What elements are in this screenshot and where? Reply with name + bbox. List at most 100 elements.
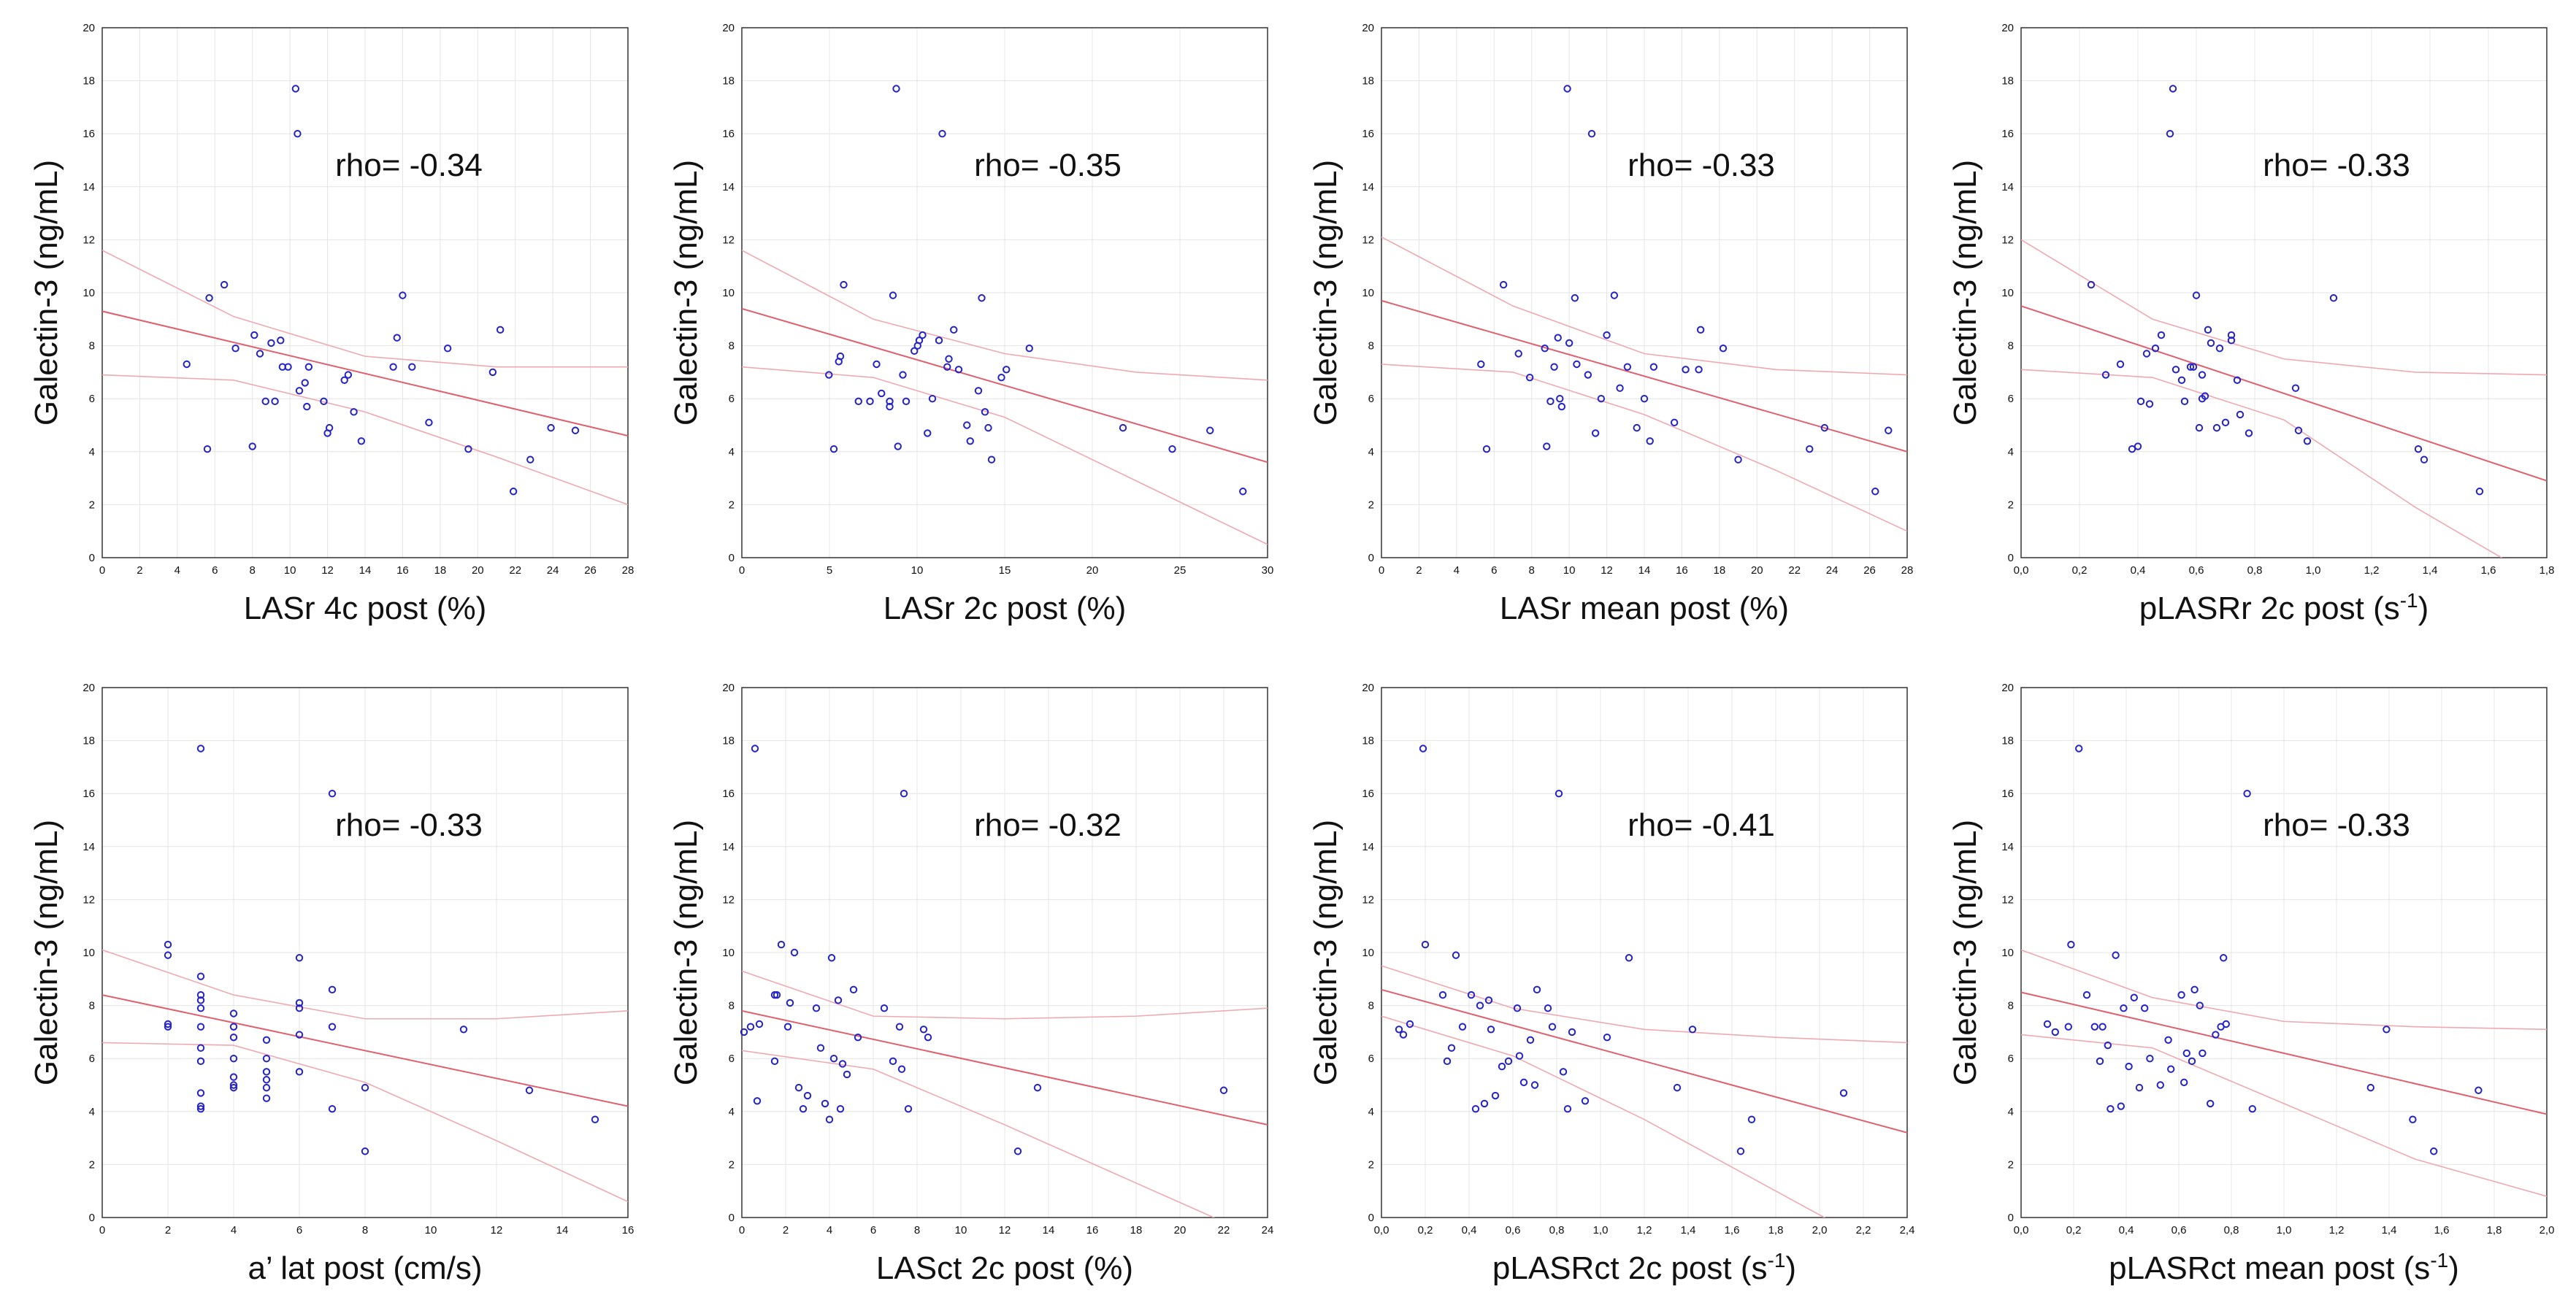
data-point [203, 445, 212, 453]
x-tick-label: 25 [1174, 564, 1187, 577]
data-point [873, 360, 881, 369]
data-point [889, 1057, 897, 1066]
x-tick-label: 6 [870, 1224, 876, 1236]
data-point [1515, 1052, 1524, 1060]
data-point [425, 418, 433, 427]
data-point [895, 1023, 904, 1031]
x-tick-label: 0,6 [2171, 1224, 2187, 1236]
confidence-band-lower [742, 366, 1268, 545]
y-tick-label: 16 [722, 788, 735, 800]
data-point [196, 1023, 205, 1031]
y-tick-label: 14 [2001, 841, 2014, 853]
x-tick-label: 0,0 [2014, 1224, 2029, 1236]
data-point [1839, 1089, 1848, 1097]
data-point [2125, 1062, 2133, 1071]
x-tick-label: 6 [296, 1224, 302, 1236]
data-point [2414, 445, 2423, 453]
x-tick-label: 14 [556, 1224, 569, 1236]
plot-frame [1381, 687, 1908, 1218]
y-tick-label: 14 [2001, 181, 2014, 193]
data-point [1003, 366, 1011, 374]
data-point [2291, 384, 2300, 392]
x-axis-label: pLASRct 2c post (s-1) [1492, 1249, 1796, 1286]
data-point [220, 280, 229, 289]
data-point [2145, 400, 2154, 408]
data-point [1013, 1147, 1022, 1155]
y-tick-label: 12 [1362, 234, 1374, 246]
x-tick-label: 8 [914, 1224, 920, 1236]
data-point [902, 397, 911, 406]
data-point [1688, 1026, 1697, 1034]
data-point [1399, 1031, 1408, 1039]
data-point [854, 397, 862, 406]
data-point [1871, 488, 1879, 496]
data-point [2067, 940, 2075, 949]
plot-frame [2020, 687, 2548, 1218]
data-point [196, 991, 205, 999]
plot-frame [101, 687, 629, 1218]
data-point [261, 397, 269, 406]
data-point [196, 1057, 205, 1066]
data-point [1563, 1104, 1572, 1113]
data-point [262, 1094, 271, 1102]
data-point [2236, 410, 2245, 419]
x-tick-label: 18 [1130, 1224, 1143, 1236]
data-point [229, 1083, 238, 1092]
data-point [196, 1104, 205, 1113]
data-point [1219, 1086, 1228, 1094]
data-point [987, 455, 996, 464]
data-point [408, 363, 416, 371]
regression-line [2021, 305, 2547, 482]
data-point [751, 745, 759, 753]
y-tick-label: 4 [89, 446, 95, 458]
data-point [2167, 1065, 2175, 1073]
x-tick-label: 26 [1863, 564, 1876, 577]
data-point [2245, 429, 2253, 437]
y-tick-label: 8 [1368, 1000, 1374, 1012]
data-point [2303, 437, 2312, 445]
y-tick-label: 14 [1362, 181, 1374, 193]
y-tick-label: 2 [729, 1158, 735, 1171]
data-point [2182, 1049, 2191, 1058]
y-tick-label: 10 [1362, 287, 1374, 299]
y-tick-label: 20 [83, 682, 95, 694]
data-point [571, 426, 580, 434]
y-axis-label: Galectin-3 (ng/mL) [668, 160, 704, 426]
data-point [1673, 1083, 1682, 1092]
y-tick-label: 2 [2008, 499, 2014, 511]
scatter-panel-4: 0,0 0,2 0,4 0,6 0,8 1,0 1,2 1,4 1,6 1,8 0 2 4 6 8 10 12 1… [1947, 22, 2554, 626]
rho-annotation: rho= -0.32 [974, 807, 1122, 843]
data-point [746, 1023, 755, 1031]
y-tick-label: 10 [2001, 947, 2014, 959]
data-point [1623, 363, 1632, 371]
data-point [1734, 455, 1742, 464]
data-point [547, 423, 555, 432]
data-point [2107, 1104, 2115, 1113]
y-tick-label: 0 [89, 1212, 95, 1224]
confidence-band-lower [742, 1050, 1216, 1218]
data-point [328, 790, 337, 798]
x-tick-label: 1,2 [2364, 564, 2380, 577]
y-tick-label: 2 [1368, 1158, 1374, 1171]
y-tick-label: 0 [1368, 1212, 1374, 1224]
data-point [2192, 291, 2201, 299]
data-point [1559, 1068, 1568, 1076]
confidence-band-upper [102, 250, 628, 368]
y-tick-label: 12 [1362, 893, 1374, 906]
confidence-band-upper [1381, 236, 1907, 376]
data-point [2186, 363, 2195, 371]
data-point [1526, 1036, 1535, 1044]
x-tick-label: 1,4 [2423, 564, 2438, 577]
x-tick-label: 10 [284, 564, 296, 577]
data-point [1443, 1057, 1452, 1066]
data-point [821, 1099, 829, 1108]
data-point [196, 1044, 205, 1052]
x-tick-label: 10 [955, 1224, 967, 1236]
x-tick-label: 10 [1563, 564, 1576, 577]
data-point [2212, 423, 2221, 432]
data-point [229, 1081, 238, 1089]
data-point [1519, 1078, 1528, 1087]
data-point [963, 421, 971, 429]
y-tick-label: 18 [83, 75, 95, 88]
